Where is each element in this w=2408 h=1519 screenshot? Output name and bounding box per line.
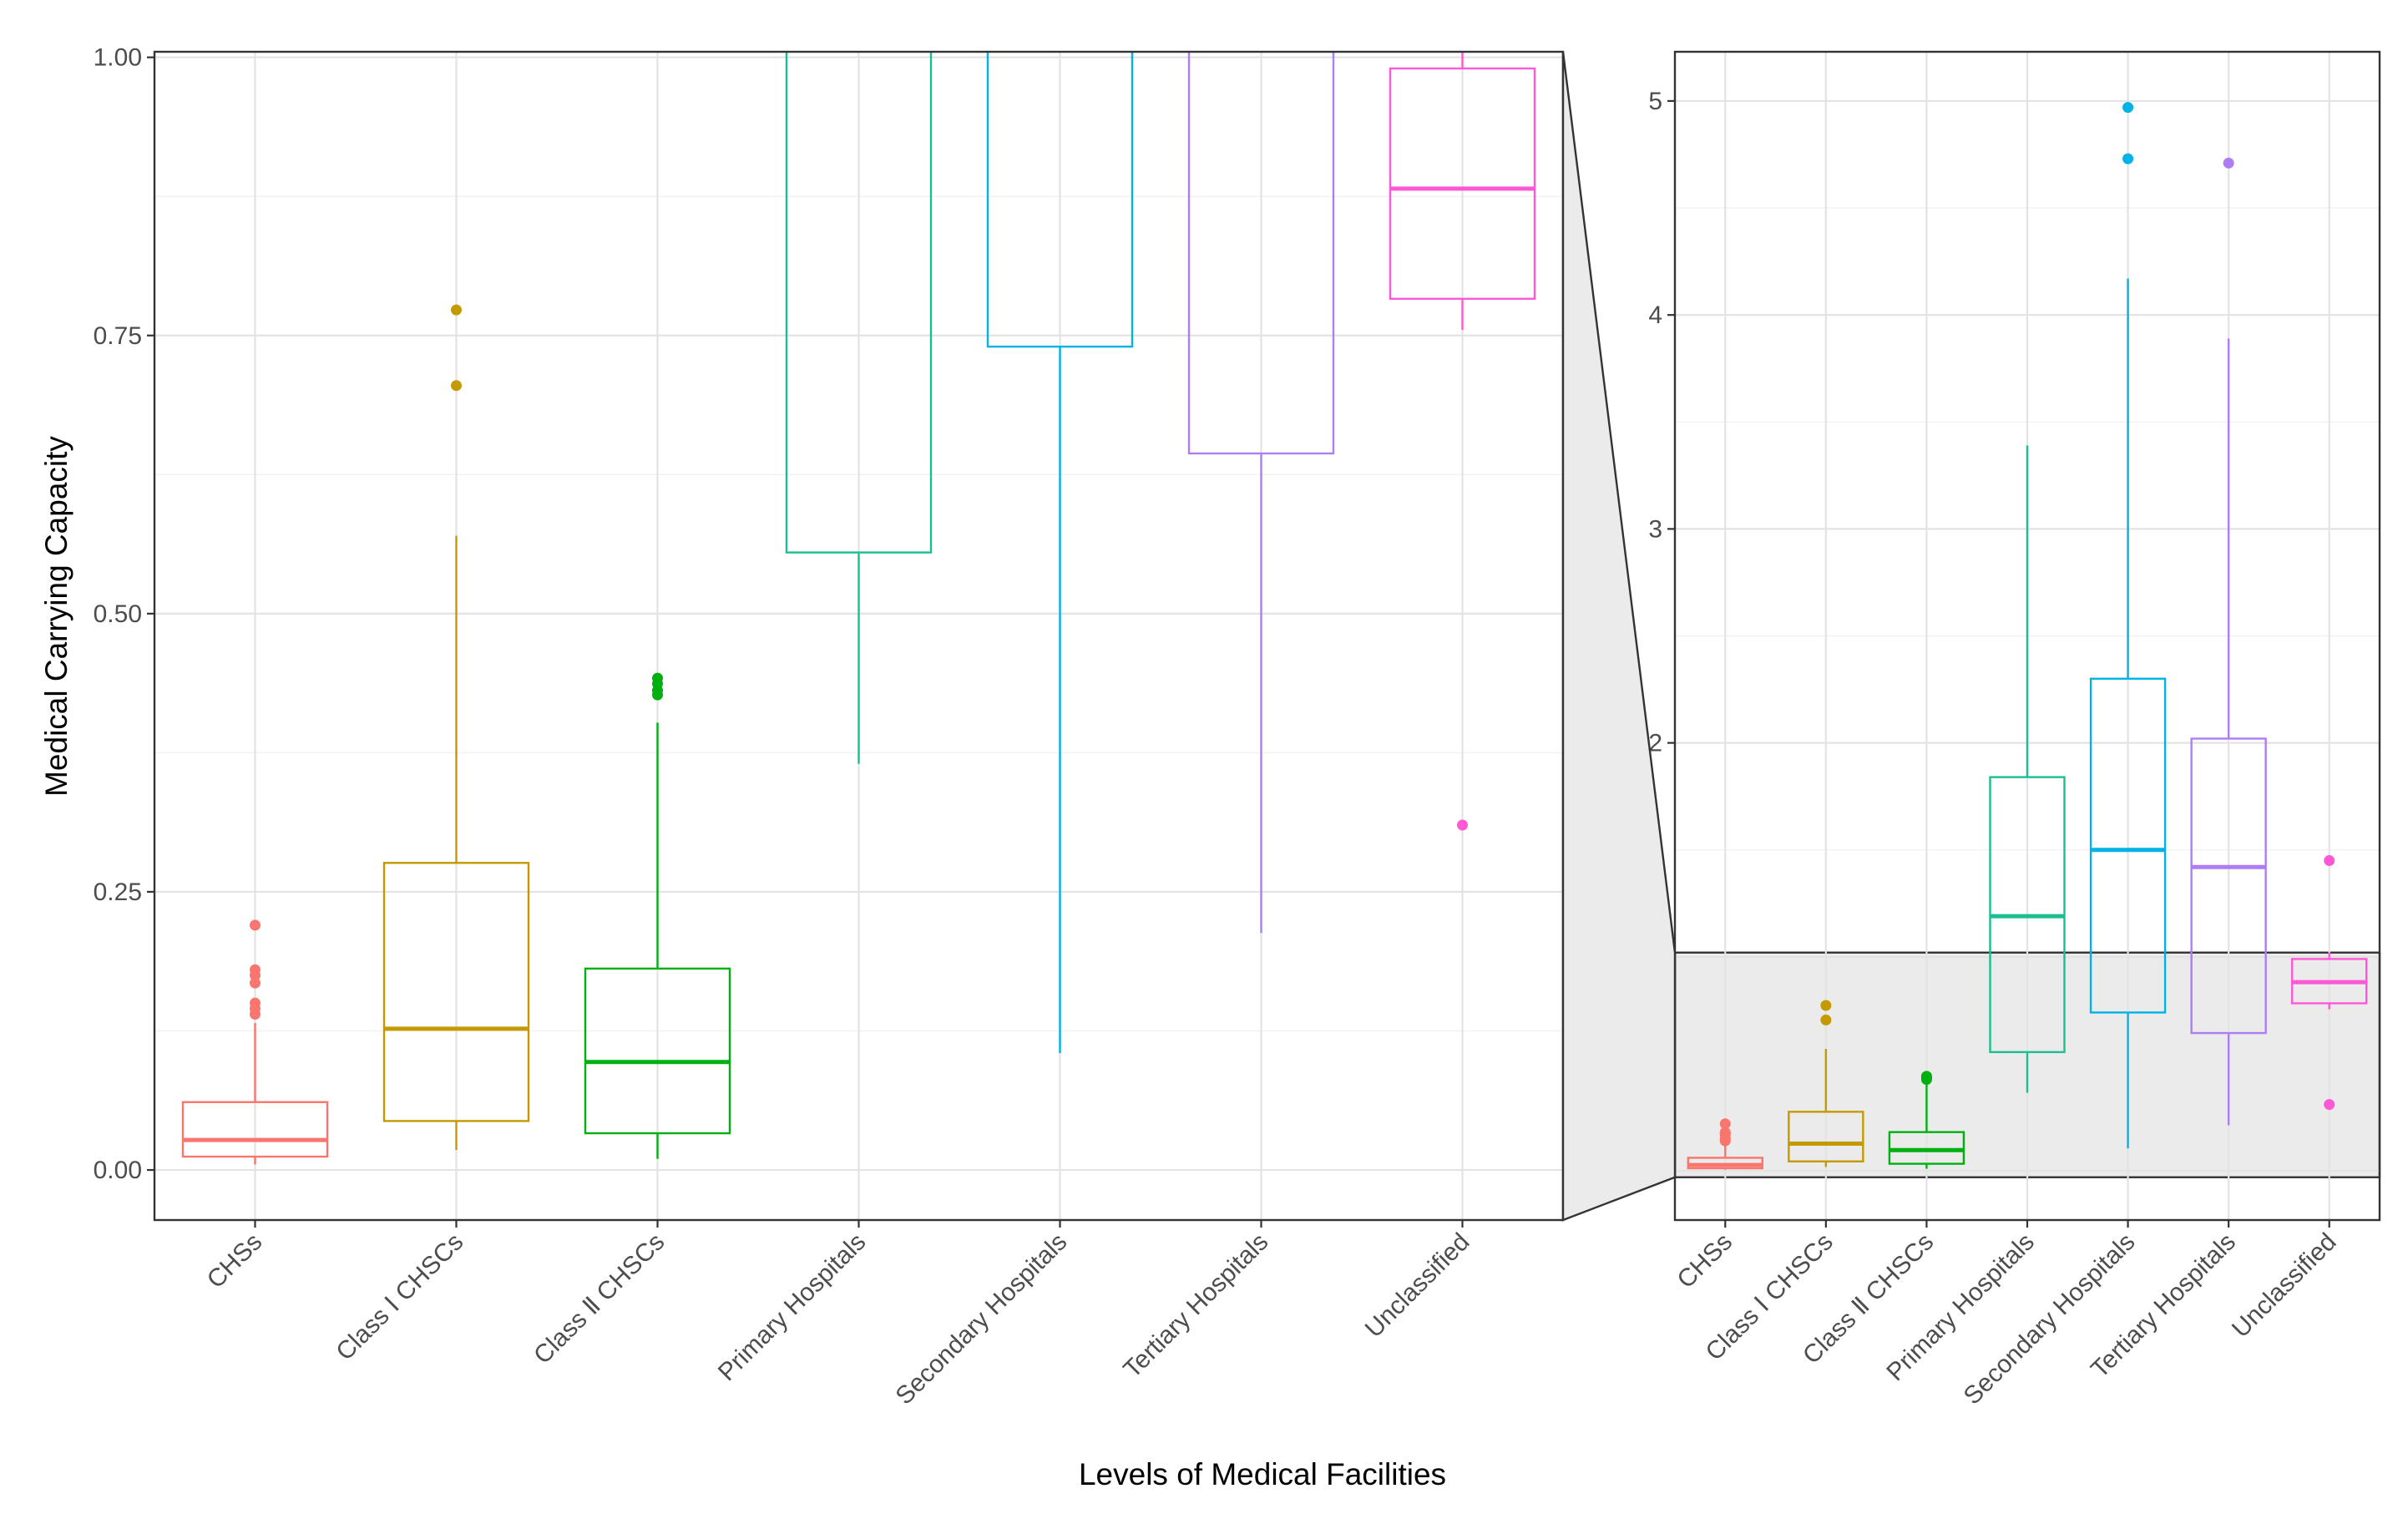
zoom-iqr-box-tertiary-hospitals xyxy=(2190,737,2267,1035)
main-x-tick-label-secondary-hospitals: Secondary Hospitals xyxy=(891,1228,1073,1410)
main-y-tick-label: 0.75 xyxy=(94,322,142,350)
y-axis-title: Medical Carrying Capacity xyxy=(39,436,73,797)
zoom-outlier-unclassified-0_31 xyxy=(2324,1099,2335,1111)
zoom-box-class-chscs xyxy=(1788,1000,1864,1167)
zoom-outlier-class-chscs-0_442 xyxy=(1920,1071,1932,1082)
main-outlier-chss-0_22 xyxy=(250,919,261,931)
main-iqr-box-tertiary-hospitals xyxy=(1187,52,1335,455)
main-iqr-box-primary-hospitals xyxy=(785,52,933,554)
main-outlier-class-chscs-0_705 xyxy=(451,380,462,392)
zoom-y-tick-label: 5 xyxy=(1648,88,1662,115)
zoom-y-tick-label: 3 xyxy=(1648,515,1662,543)
zoom-outlier-chss-0_18 xyxy=(1719,1127,1731,1138)
main-iqr-box-chss xyxy=(181,1101,329,1158)
zoom-box-primary-hospitals xyxy=(1989,445,2066,1093)
main-x-tick-label-unclassified: Unclassified xyxy=(1360,1228,1475,1344)
main-iqr-box-secondary-hospitals xyxy=(986,52,1134,348)
zoom-outlier-unclassified-1_45 xyxy=(2324,855,2335,867)
x-axis-title: Levels of Medical Facilities xyxy=(1079,1457,1446,1491)
zoom-y-tick-label: 2 xyxy=(1648,730,1662,757)
main-iqr-box-class-chscs xyxy=(382,862,530,1122)
zoom-x-tick-label-unclassified: Unclassified xyxy=(2227,1228,2342,1344)
main-box-secondary-hospitals xyxy=(986,52,1134,1054)
main-outlier-chss-0_15 xyxy=(250,997,261,1009)
zoom-x-tick-label-chss: CHSs xyxy=(1672,1228,1738,1294)
zoom-connector-shape xyxy=(1561,51,1677,1222)
main-y-tick-label: 0.00 xyxy=(94,1157,142,1184)
zoom-outlier-secondary-hospitals-4_73 xyxy=(2122,153,2134,165)
main-x-tick-label-class-chscs: Class Ⅱ CHSCs xyxy=(529,1228,670,1370)
zoom-outlier-chss-0_22 xyxy=(1719,1118,1731,1130)
main-box-unclassified xyxy=(1389,52,1536,831)
zoom-box-secondary-hospitals xyxy=(2089,102,2167,1149)
main-outlier-unclassified-0_31 xyxy=(1457,819,1468,831)
zoom-y-tick-label: 4 xyxy=(1648,301,1662,329)
main-box-primary-hospitals xyxy=(785,52,933,764)
main-box-class-chscs xyxy=(584,672,731,1159)
zoom-outlier-class-chscs-0_773 xyxy=(1820,1000,1832,1011)
main-boxes xyxy=(181,52,1536,1165)
main-y-tick-label: 1.00 xyxy=(94,44,142,72)
zoom-iqr-box-class-chscs xyxy=(1888,1131,1965,1165)
main-x-tick-label-chss: CHSs xyxy=(202,1228,268,1294)
zoom-box-class-chscs xyxy=(1888,1071,1965,1169)
main-outlier-class-chscs-0_773 xyxy=(451,304,462,316)
zoom-outlier-tertiary-hospitals-4_71 xyxy=(2223,157,2234,169)
main-x-tick-label-tertiary-hospitals: Tertiary Hospitals xyxy=(1118,1228,1273,1384)
main-outlier-class-chscs-0_442 xyxy=(652,672,663,684)
zoom-box-unclassified xyxy=(2291,855,2368,1111)
main-iqr-box-unclassified xyxy=(1389,67,1536,300)
zoom-box-chss xyxy=(1687,1118,1763,1170)
main-outlier-chss-0_168 xyxy=(250,977,261,989)
zoom-outlier-class-chscs-0_705 xyxy=(1820,1014,1832,1025)
zoom-iqr-box-secondary-hospitals xyxy=(2089,677,2167,1014)
main-x-tick-label-primary-hospitals: Primary Hospitals xyxy=(713,1228,872,1387)
zoom-outlier-secondary-hospitals-4_97 xyxy=(2122,102,2134,114)
main-outlier-chss-0_18 xyxy=(250,964,261,975)
zoom-x-tick-label-secondary-hospitals: Secondary Hospitals xyxy=(1959,1228,2141,1410)
main-box-class-chscs xyxy=(382,304,530,1151)
main-box-chss xyxy=(181,919,329,1165)
zoom-box-tertiary-hospitals xyxy=(2190,157,2267,1126)
main-box-tertiary-hospitals xyxy=(1187,52,1335,934)
zoom-connector xyxy=(1561,51,1677,1222)
main-y-tick-label: 0.25 xyxy=(94,878,142,906)
main-y-tick-label: 0.50 xyxy=(94,600,142,628)
zoom-iqr-box-class-chscs xyxy=(1788,1111,1864,1162)
zoom-boxes xyxy=(1687,102,2368,1170)
main-iqr-box-class-chscs xyxy=(584,967,731,1135)
main-panel: 0.00 0.25 0.50 0.75 1.00 CHSs Class Ⅰ CHSCs Cla… xyxy=(94,44,1565,1410)
main-x-tick-label-class-chscs: Class Ⅰ CHSCs xyxy=(331,1228,468,1366)
